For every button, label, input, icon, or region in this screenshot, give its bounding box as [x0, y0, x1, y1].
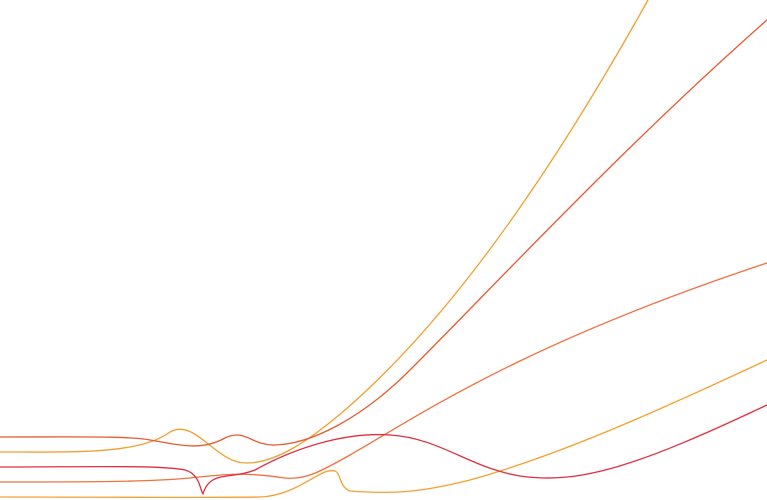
curve-amber-steep — [0, 0, 649, 464]
curve-redorange — [0, 19, 767, 447]
curve-light-amber — [0, 359, 767, 499]
curve-orange — [0, 262, 767, 483]
curve-red — [0, 404, 767, 495]
